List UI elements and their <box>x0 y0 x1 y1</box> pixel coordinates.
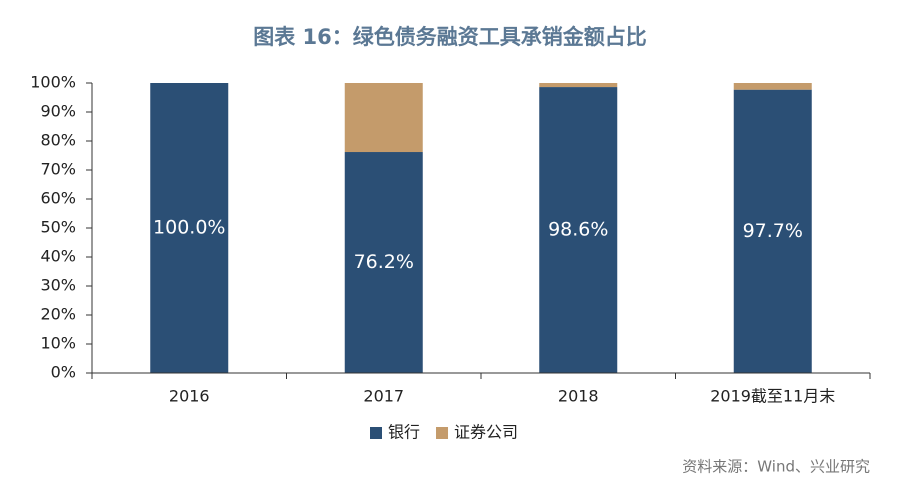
x-tick-label: 2017 <box>363 387 404 406</box>
bar-segment <box>733 83 812 90</box>
y-tick-label: 90% <box>40 102 76 121</box>
bar-segment <box>539 87 618 373</box>
bar-segment <box>344 83 423 153</box>
y-tick-label: 30% <box>40 276 76 295</box>
legend-label: 证券公司 <box>454 423 518 442</box>
y-tick-label: 80% <box>40 131 76 150</box>
y-tick-label: 0% <box>51 363 76 382</box>
value-label: 76.2% <box>354 251 414 273</box>
bar-segment <box>539 83 618 88</box>
chart-title: 图表 16：绿色债务融资工具承销金额占比 <box>253 25 647 49</box>
x-tick-label: 2019截至11月末 <box>710 387 835 406</box>
bar-segment <box>150 83 229 373</box>
value-label: 98.6% <box>548 219 608 241</box>
y-tick-label: 50% <box>40 218 76 237</box>
x-tick-label: 2018 <box>558 387 599 406</box>
source-note: 资料来源：Wind、兴业研究 <box>682 458 870 476</box>
y-tick-label: 20% <box>40 305 76 324</box>
y-tick-label: 40% <box>40 247 76 266</box>
legend-swatch <box>436 427 449 439</box>
bar-segment <box>344 152 423 373</box>
bar-segment <box>733 89 812 374</box>
value-label: 100.0% <box>153 217 225 239</box>
value-label: 97.7% <box>743 220 803 242</box>
legend-label: 银行 <box>388 423 420 442</box>
x-tick-label: 2016 <box>169 387 210 406</box>
y-tick-label: 100% <box>30 73 76 92</box>
y-tick-label: 60% <box>40 189 76 208</box>
legend-swatch <box>370 427 382 439</box>
y-tick-label: 10% <box>40 334 76 353</box>
y-tick-label: 70% <box>40 160 76 179</box>
